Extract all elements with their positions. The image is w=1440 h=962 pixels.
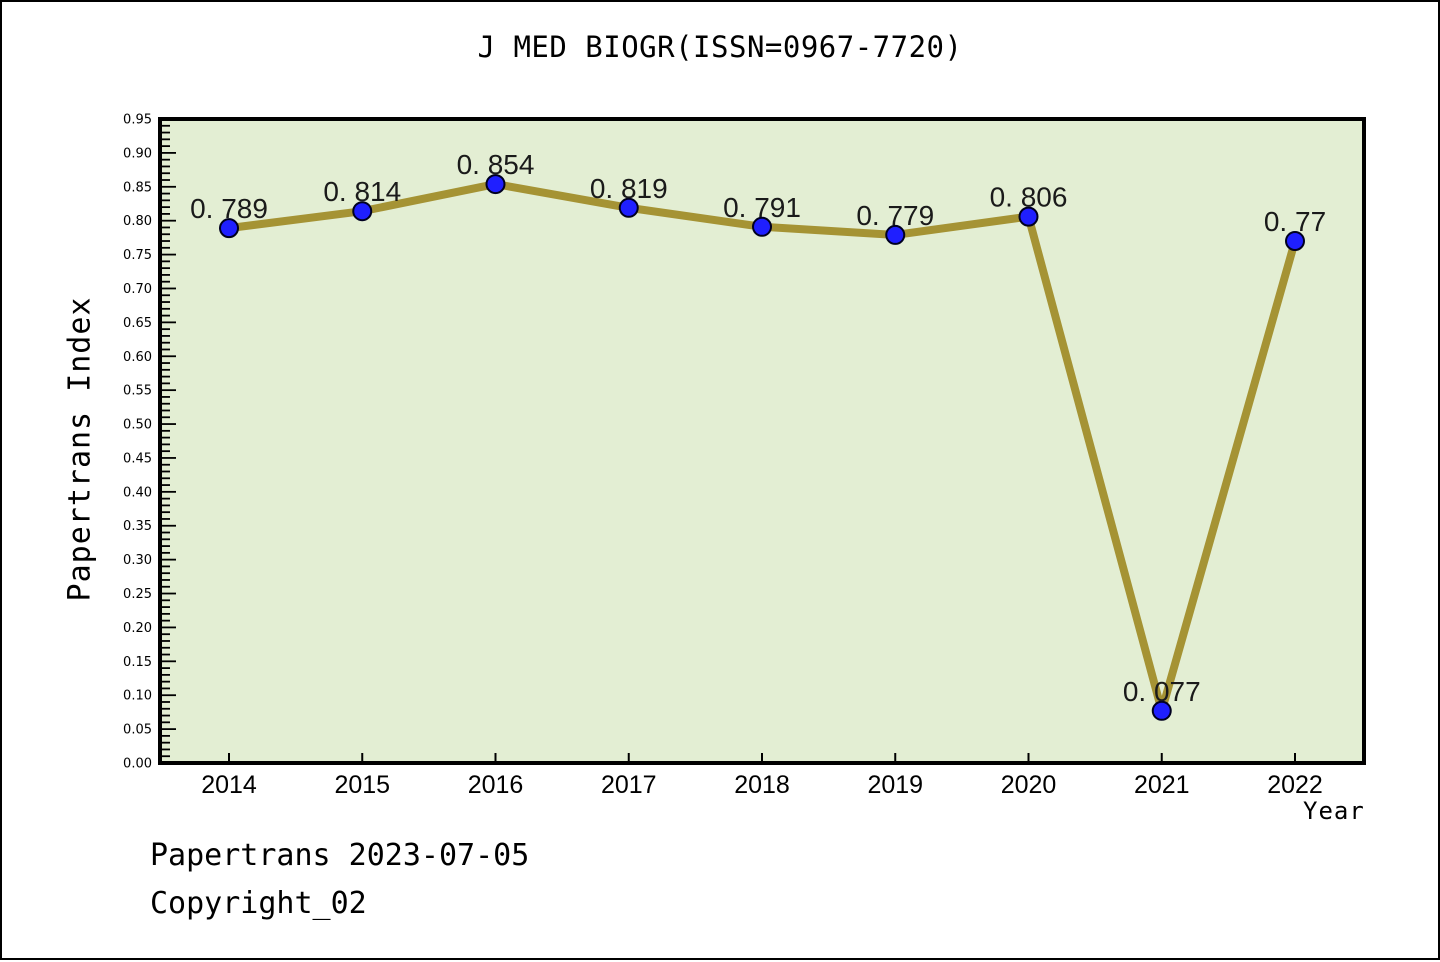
data-point-label: 0. 77 [1264,206,1326,237]
y-tick-label: 0.25 [123,587,152,602]
data-point [752,216,772,237]
y-tick-label: 0.85 [123,180,152,195]
y-tick-label: 0.95 [123,113,152,128]
data-point-label: 0. 789 [190,193,268,224]
data-point [352,201,373,222]
x-tick-label: 2016 [468,771,524,799]
x-axis-title: Year [1303,797,1365,825]
x-tick-label: 2020 [1001,771,1057,799]
y-tick-label: 0.50 [123,418,152,433]
footer-copyright: Copyright_02 [150,886,367,921]
y-tick-label: 0.30 [123,553,152,568]
x-axis-ticks: 2014 2015 2016 2017 2018 2019 2020 2021 2022 [201,753,1323,799]
y-tick-label: 0.15 [123,655,152,670]
y-tick-label: 0.70 [123,282,152,297]
data-point [1018,206,1039,227]
x-tick-label: 2019 [867,771,923,799]
data-point [618,197,639,218]
x-tick-label: 2022 [1267,771,1323,799]
x-tick-label: 2018 [734,771,790,799]
data-point-label: 0. 854 [457,149,535,180]
footer-date: Papertrans 2023-07-05 [150,838,530,873]
data-point [1285,231,1305,252]
x-tick-label: 2017 [601,771,657,799]
y-tick-label: 0.00 [123,757,152,772]
data-point-label: 0. 791 [723,192,801,223]
x-tick-label: 2014 [201,771,257,799]
y-tick-label: 0.35 [123,519,152,534]
y-tick-label: 0.60 [123,350,152,365]
y-tick-label: 0.10 [123,689,152,704]
data-point [885,224,906,245]
y-tick-label: 0.75 [123,248,152,263]
y-tick-label: 0.05 [123,723,152,738]
y-tick-label: 0.45 [123,451,152,466]
x-tick-label: 2021 [1134,771,1190,799]
y-tick-label: 0.90 [123,146,152,161]
y-tick-label: 0.40 [123,485,152,500]
y-tick-label: 0.20 [123,621,152,636]
data-points: 0. 789 0. 814 0. 854 0. 819 0. 791 0. 779 0. 8… [190,149,1326,721]
data-point-label: 0. 077 [1123,676,1201,707]
data-point [219,218,239,239]
y-axis-ticks: 0.00 0.05 0.10 0.15 0.20 0.25 0.30 0.35 0.40 0.45… [123,113,176,772]
data-point-label: 0. 814 [323,176,401,207]
data-point-label: 0. 779 [856,200,934,231]
chart-title: J MED BIOGR(ISSN=0967-7720) [477,30,963,64]
y-tick-label: 0.65 [123,316,152,331]
data-point-label: 0. 806 [990,182,1068,213]
data-point-label: 0. 819 [590,173,668,204]
data-point [1151,700,1172,721]
x-tick-label: 2015 [334,771,390,799]
y-tick-label: 0.80 [123,214,152,229]
data-point [485,174,506,195]
y-tick-label: 0.55 [123,384,152,399]
